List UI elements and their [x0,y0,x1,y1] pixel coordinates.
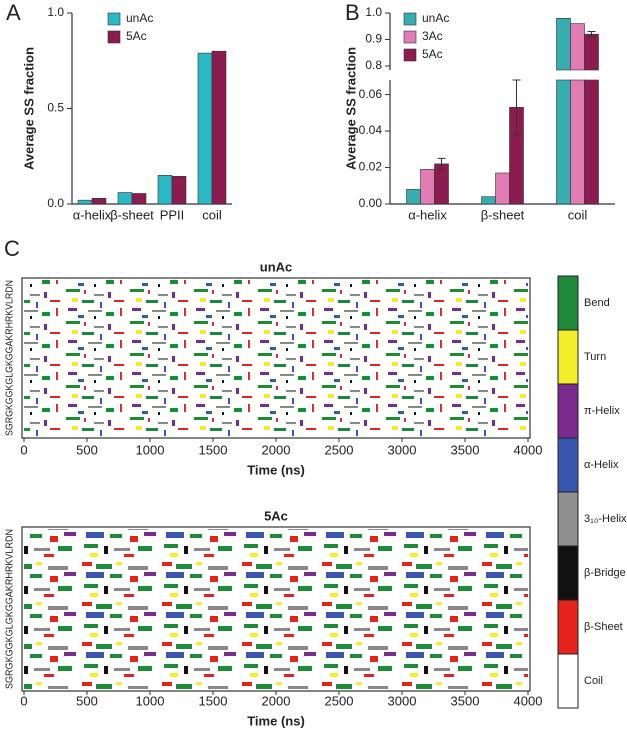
colorbar-label: π-Helix [584,405,620,417]
colorbar-swatch [557,599,579,655]
bar [556,18,571,71]
x-tick-label: α-helix [73,207,112,222]
bar [117,192,133,205]
x-tick-label: β-sheet [110,207,154,222]
x-tick-label: 4000 [514,442,543,457]
x-tick-label: 2500 [325,442,354,457]
x-tick-label: 0 [20,442,27,457]
legend-swatch [107,12,121,26]
y-tick-label: 0.00 [359,196,383,210]
x-tick-label: 3000 [388,442,417,457]
x-tick-label: 3500 [451,693,480,708]
x-tick-label: α-helix [408,207,447,222]
colorbar-label: Coil [584,675,603,687]
bar [495,172,510,205]
bar [157,175,173,205]
legend-label: unAc [126,11,153,25]
error-bar [437,157,446,170]
colorbar-swatch [557,653,579,709]
bar [211,50,227,205]
legend-swatch [107,30,121,44]
x-tick-label: coil [202,207,222,222]
colorbar-label: Turn [584,351,606,363]
x-tick-label: coil [568,207,588,222]
heatmap-texture [24,280,528,436]
panel-label: A [6,0,21,25]
x-axis-label: Time (ns) [247,713,305,728]
x-tick-label: 2000 [262,442,291,457]
y-tick-label: 0.5 [47,101,64,115]
bar [406,189,421,205]
colorbar-label: Bend [584,297,610,309]
y-axis-label: SGRGKGGKGLGKGGAKRHRKVLRDN [5,280,16,436]
y-axis-label: SGRGKGGKGLGKGGAKRHRKVLRDN [5,529,16,689]
colorbar-label: 3₁₀-Helix [584,513,627,525]
colorbar-swatch [557,545,579,601]
bar [420,169,435,205]
x-tick-label: 0 [20,693,27,708]
colorbar-swatch [557,275,579,331]
x-tick-label: 1000 [136,442,165,457]
x-tick-label: 500 [76,693,98,708]
legend-label: unAc [422,11,449,25]
y-tick-label: 0.04 [359,123,383,137]
colorbar-label: β-Bridge [584,567,626,579]
bar [556,79,571,205]
bar [584,79,599,205]
y-tick-label: 1.0 [47,5,64,19]
error-bar [512,79,521,136]
legend-label: 3Ac [422,29,443,43]
x-tick-label: 500 [76,442,98,457]
x-tick-label: 4000 [514,693,543,708]
colorbar-label: β-Sheet [584,621,623,633]
bar [570,79,585,205]
legend-label: 5Ac [126,29,147,43]
colorbar-swatch [557,383,579,439]
legend-swatch [403,30,417,44]
x-tick-label: 1500 [199,442,228,457]
x-tick-label: 3500 [451,442,480,457]
colorbar-swatch [557,437,579,493]
y-tick-label: 0.0 [47,196,64,210]
bar [197,52,213,205]
x-tick-label: 2500 [325,693,354,708]
colorbar-label: α-Helix [584,459,619,471]
bar [584,33,599,71]
panel-label: C [4,236,20,261]
y-axis-label: Average SS fraction [343,47,358,170]
legend-label: 5Ac [422,47,443,61]
y-tick-label: 0.8 [365,58,382,72]
legend-swatch [403,12,417,26]
chart-title: 5Ac [264,508,288,523]
y-tick-label: 0.9 [365,32,382,46]
y-axis-label: Average SS fraction [21,47,36,170]
legend-swatch [403,48,417,62]
bar [91,197,107,205]
x-tick-label: 1000 [136,693,165,708]
x-axis-label: Time (ns) [247,462,305,477]
x-tick-label: 3000 [388,693,417,708]
heatmap-texture [24,529,528,689]
panel-label: B [345,0,360,25]
chart-title: unAc [260,259,293,274]
y-tick-label: 0.06 [359,87,383,101]
bar [171,176,187,205]
bar [77,199,93,205]
x-tick-label: 2000 [262,693,291,708]
x-tick-label: 1500 [199,693,228,708]
error-bar [587,31,596,38]
y-tick-label: 1.0 [365,5,382,19]
colorbar-swatch [557,491,579,547]
x-tick-label: β-sheet [481,207,525,222]
bar [481,196,496,205]
colorbar-swatch [557,329,579,385]
bar [131,193,147,205]
y-tick-label: 0.02 [359,160,383,174]
bar [434,163,449,205]
x-tick-label: PPII [160,207,185,222]
bar [570,23,585,71]
